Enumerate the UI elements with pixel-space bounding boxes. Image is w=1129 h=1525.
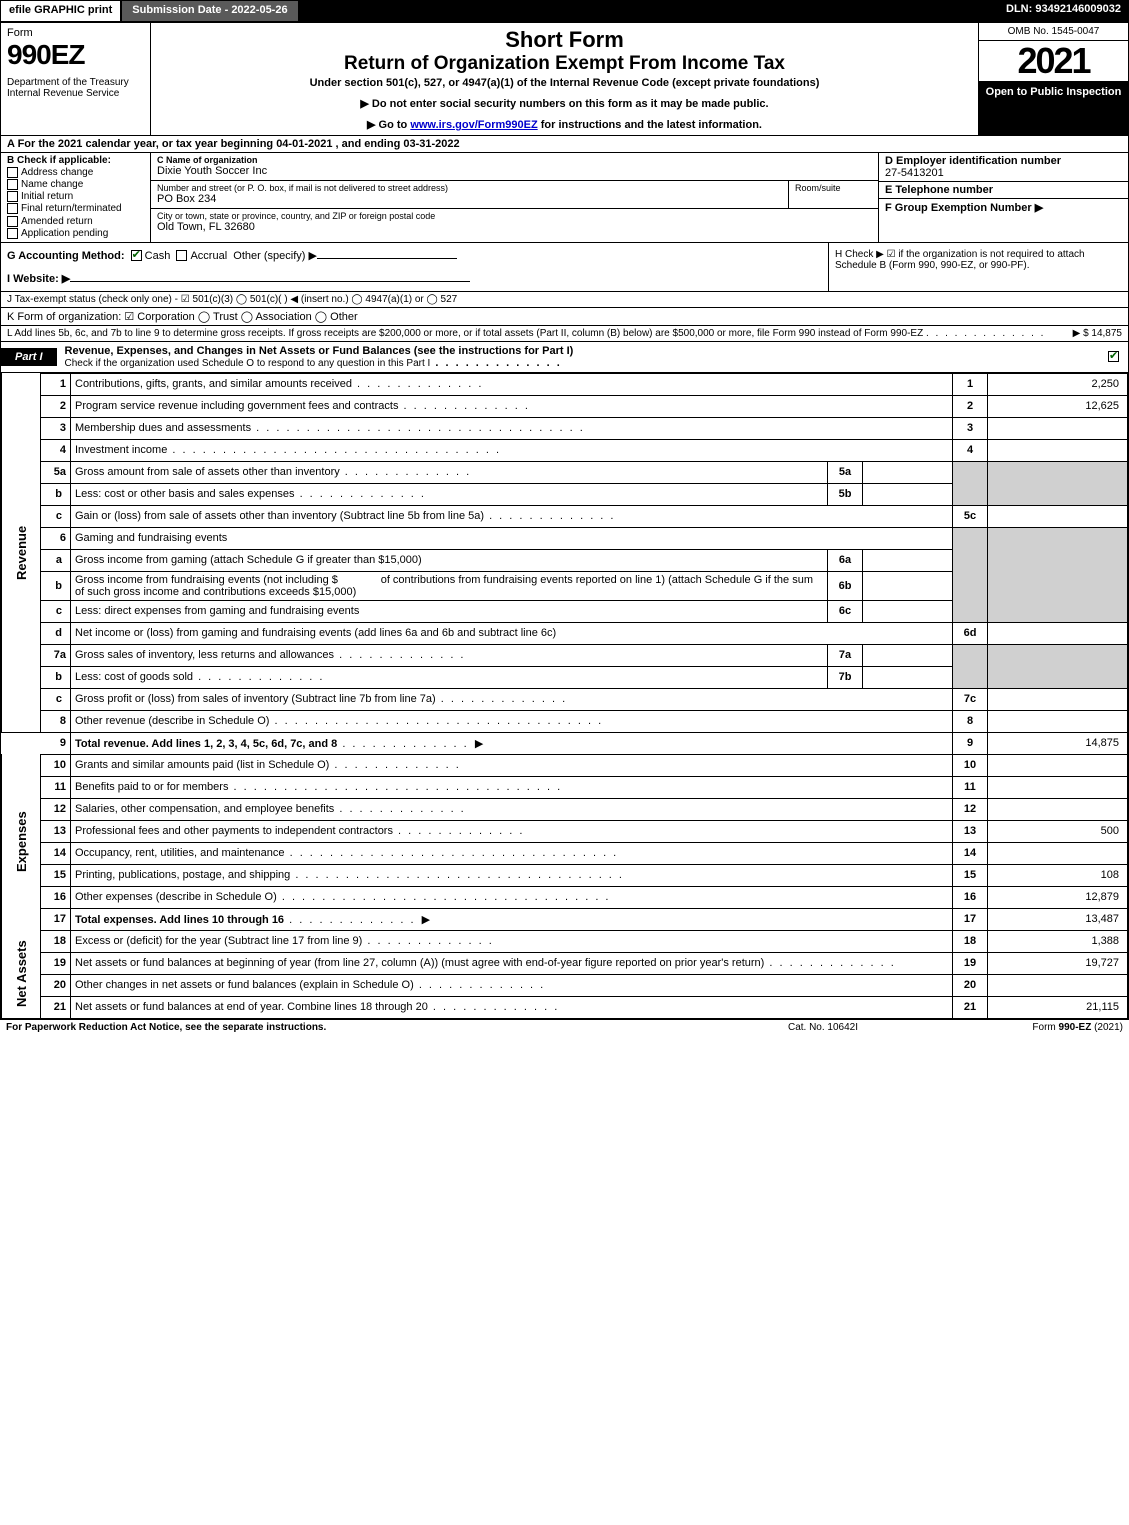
line21-value: 21,115 [988, 996, 1128, 1018]
open-public-badge: Open to Public Inspection [979, 82, 1128, 135]
form-header: Form 990EZ Department of the Treasury In… [1, 23, 1128, 136]
line11-value [988, 776, 1128, 798]
gross-receipts-value: ▶ $ 14,875 [1073, 328, 1122, 339]
line8-value [988, 710, 1128, 732]
group-exemption-label: F Group Exemption Number ▶ [885, 202, 1043, 214]
ein-label: D Employer identification number [885, 155, 1061, 167]
page-footer: For Paperwork Reduction Act Notice, see … [0, 1020, 1129, 1035]
line4-value [988, 439, 1128, 461]
line10-value [988, 754, 1128, 776]
chk-accrual[interactable] [176, 250, 187, 261]
row-gh: G Accounting Method: Cash Accrual Other … [1, 243, 1128, 292]
goto-post: for instructions and the latest informat… [538, 119, 762, 131]
form-word: Form [7, 27, 144, 39]
part1-tab: Part I [1, 348, 57, 366]
row-j-tax-exempt: J Tax-exempt status (check only one) - ☑… [1, 292, 1128, 308]
row-a-tax-year: A For the 2021 calendar year, or tax yea… [1, 136, 1128, 153]
website-label: I Website: ▶ [7, 273, 70, 285]
org-city: Old Town, FL 32680 [157, 221, 872, 233]
section-c: C Name of organization Dixie Youth Socce… [151, 153, 878, 242]
telephone-label: E Telephone number [885, 184, 993, 196]
section-b: B Check if applicable: Address change Na… [1, 153, 151, 242]
form-number: 990EZ [7, 39, 144, 71]
entity-block: B Check if applicable: Address change Na… [1, 153, 1128, 243]
ein-value: 27-5413201 [885, 167, 944, 179]
addr-label: Number and street (or P. O. box, if mail… [157, 183, 782, 193]
chk-initial-return[interactable]: Initial return [7, 191, 144, 202]
efile-label[interactable]: efile GRAPHIC print [0, 0, 121, 22]
department-label: Department of the Treasury Internal Reve… [7, 77, 144, 99]
line2-value: 12,625 [988, 395, 1128, 417]
line12-value [988, 798, 1128, 820]
part1-table: Revenue 1Contributions, gifts, grants, a… [1, 373, 1128, 1019]
part1-header: Part I Revenue, Expenses, and Changes in… [1, 342, 1128, 373]
chk-cash[interactable] [131, 250, 142, 261]
part1-subtitle: Check if the organization used Schedule … [65, 358, 431, 369]
accounting-method-label: G Accounting Method: [7, 250, 125, 262]
line13-value: 500 [988, 820, 1128, 842]
line18-value: 1,388 [988, 930, 1128, 952]
org-name: Dixie Youth Soccer Inc [157, 165, 872, 177]
chk-address-change[interactable]: Address change [7, 167, 144, 178]
part1-title: Revenue, Expenses, and Changes in Net As… [65, 345, 574, 357]
chk-application-pending[interactable]: Application pending [7, 228, 144, 239]
top-bar: efile GRAPHIC print Submission Date - 20… [0, 0, 1129, 22]
line9-value: 14,875 [988, 732, 1128, 754]
form-container: Form 990EZ Department of the Treasury In… [0, 22, 1129, 1020]
city-label: City or town, state or province, country… [157, 211, 872, 221]
goto-pre: ▶ Go to [367, 119, 410, 131]
line1-value: 2,250 [988, 373, 1128, 395]
org-address: PO Box 234 [157, 193, 782, 205]
section-def: D Employer identification number 27-5413… [878, 153, 1128, 242]
submission-date: Submission Date - 2022-05-26 [121, 0, 298, 22]
line5c-value [988, 505, 1128, 527]
dln-label: DLN: 93492146009032 [998, 0, 1129, 22]
name-label: C Name of organization [157, 155, 258, 165]
line16-value: 12,879 [988, 886, 1128, 908]
short-form-title: Short Form [159, 27, 970, 53]
irs-link[interactable]: www.irs.gov/Form990EZ [410, 119, 537, 131]
omb-number: OMB No. 1545-0047 [979, 23, 1128, 41]
footer-formref: Form 990-EZ (2021) [923, 1022, 1123, 1033]
line7c-value [988, 688, 1128, 710]
chk-schedule-o[interactable] [1108, 351, 1119, 362]
line19-value: 19,727 [988, 952, 1128, 974]
footer-left: For Paperwork Reduction Act Notice, see … [6, 1022, 723, 1033]
line15-value: 108 [988, 864, 1128, 886]
footer-catno: Cat. No. 10642I [723, 1022, 923, 1033]
chk-name-change[interactable]: Name change [7, 179, 144, 190]
goto-note: ▶ Go to www.irs.gov/Form990EZ for instru… [159, 118, 970, 131]
row-k-org-form: K Form of organization: ☑ Corporation ◯ … [1, 308, 1128, 326]
chk-final-return[interactable]: Final return/terminated [7, 203, 144, 214]
row-l-gross-receipts: L Add lines 5b, 6c, and 7b to line 9 to … [1, 326, 1128, 342]
line6d-value [988, 622, 1128, 644]
side-netassets: Net Assets [2, 930, 41, 1018]
line20-value [988, 974, 1128, 996]
ssn-note: ▶ Do not enter social security numbers o… [159, 97, 970, 110]
form-title: Return of Organization Exempt From Incom… [159, 53, 970, 75]
section-h: H Check ▶ ☑ if the organization is not r… [828, 243, 1128, 291]
line3-value [988, 417, 1128, 439]
section-b-title: B Check if applicable: [7, 155, 111, 166]
side-revenue: Revenue [2, 373, 41, 732]
form-subtitle: Under section 501(c), 527, or 4947(a)(1)… [159, 77, 970, 89]
chk-amended-return[interactable]: Amended return [7, 216, 144, 227]
room-suite-label: Room/suite [788, 181, 878, 208]
line14-value [988, 842, 1128, 864]
side-expenses: Expenses [2, 754, 41, 930]
line17-value: 13,487 [988, 908, 1128, 930]
tax-year: 2021 [979, 41, 1128, 82]
